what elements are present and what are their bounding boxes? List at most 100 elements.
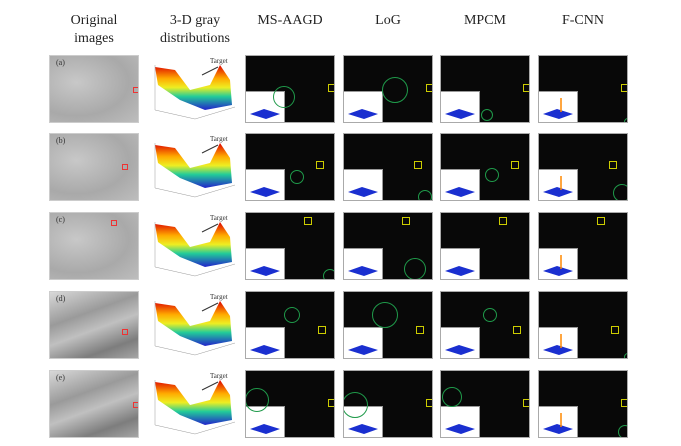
- detection-circle: [485, 168, 499, 182]
- gray-distribution-plot: Target: [150, 55, 240, 123]
- target-box: [111, 220, 117, 226]
- surface-plot: [154, 65, 236, 120]
- inset-surface: [543, 334, 573, 355]
- inset-3d-plot: [246, 327, 285, 358]
- detection-circle: [323, 269, 334, 279]
- inset-surface: [445, 424, 475, 434]
- detection-circle: [372, 302, 398, 328]
- mpcm-result: [440, 212, 530, 280]
- surface-plot: [154, 222, 236, 277]
- detection-circle: [483, 308, 497, 322]
- f-cnn-result: [538, 291, 628, 359]
- target-annotation: Target: [210, 214, 228, 222]
- column-header: MS-AAGD: [240, 12, 340, 30]
- detection-circle: [284, 307, 300, 323]
- detection-box: [304, 217, 312, 225]
- mpcm-result: [440, 370, 530, 438]
- log-result: [343, 55, 433, 123]
- detection-box: [523, 84, 529, 92]
- detection-box: [414, 161, 422, 169]
- target-annotation: Target: [210, 293, 228, 301]
- target-annotation: Target: [210, 372, 228, 380]
- header-line: LoG: [375, 13, 401, 28]
- surface-plot: [154, 301, 236, 356]
- detection-circle: [442, 387, 462, 407]
- column-header: LoG: [338, 12, 438, 30]
- panel-label: (b): [56, 136, 66, 145]
- detection-box: [328, 399, 334, 407]
- inset-3d-plot: [246, 169, 285, 200]
- detection-box: [511, 161, 519, 169]
- detection-circle: [273, 86, 295, 108]
- target-box: [133, 402, 138, 408]
- inset-surface: [348, 266, 378, 276]
- inset-surface: [250, 345, 280, 355]
- inset-surface: [543, 413, 573, 434]
- detection-box: [621, 84, 627, 92]
- inset-surface: [348, 424, 378, 434]
- detection-box: [499, 217, 507, 225]
- target-box: [133, 87, 138, 93]
- log-result: [343, 370, 433, 438]
- detection-circle: [624, 118, 627, 122]
- target-annotation: Target: [210, 135, 228, 143]
- inset-3d-plot: [539, 169, 578, 200]
- detection-circle: [344, 392, 368, 418]
- log-result: [343, 133, 433, 201]
- original-image: (e): [49, 370, 139, 438]
- inset-3d-plot: [441, 406, 480, 437]
- detection-circle: [481, 109, 493, 121]
- header-line: 3-D gray: [169, 13, 221, 28]
- original-image: (c): [49, 212, 139, 280]
- surface-plot: [154, 380, 236, 435]
- detection-box: [316, 161, 324, 169]
- panel-label: (c): [56, 215, 65, 224]
- inset-3d-plot: [344, 327, 383, 358]
- inset-3d-plot: [441, 248, 480, 279]
- detection-box: [318, 326, 326, 334]
- original-image: (b): [49, 133, 139, 201]
- inset-3d-plot: [344, 248, 383, 279]
- detection-circle: [404, 258, 426, 279]
- detection-circle: [382, 77, 408, 103]
- ms-aagd-result: [245, 133, 335, 201]
- inset-surface: [543, 176, 573, 197]
- detection-circle: [618, 425, 627, 437]
- f-cnn-result: [538, 133, 628, 201]
- detection-box: [402, 217, 410, 225]
- ms-aagd-result: [245, 212, 335, 280]
- inset-3d-plot: [344, 169, 383, 200]
- header-line: MS-AAGD: [257, 13, 323, 28]
- header-line: images: [74, 31, 114, 46]
- inset-surface: [250, 187, 280, 197]
- inset-surface: [250, 424, 280, 434]
- detection-circle: [246, 388, 269, 412]
- detection-circle: [624, 353, 627, 358]
- panel-label: (a): [56, 58, 65, 67]
- header-line: MPCM: [463, 13, 507, 28]
- f-cnn-result: [538, 55, 628, 123]
- detection-box: [597, 217, 605, 225]
- detection-circle: [613, 184, 627, 200]
- gray-distribution-plot: Target: [150, 370, 240, 438]
- inset-surface: [543, 255, 573, 276]
- detection-box: [611, 326, 619, 334]
- detection-box: [426, 399, 432, 407]
- inset-3d-plot: [539, 248, 578, 279]
- column-header: MPCM: [435, 12, 535, 30]
- column-header: 3-D gray distributions: [145, 12, 245, 48]
- inset-surface: [543, 98, 573, 119]
- inset-surface: [445, 266, 475, 276]
- detection-box: [426, 84, 432, 92]
- header-line: Original: [70, 13, 118, 28]
- detection-box: [513, 326, 521, 334]
- inset-surface: [348, 109, 378, 119]
- inset-3d-plot: [539, 406, 578, 437]
- original-image: (a): [49, 55, 139, 123]
- log-result: [343, 291, 433, 359]
- panel-label: (e): [56, 373, 65, 382]
- inset-surface: [445, 345, 475, 355]
- header-line: distributions: [159, 31, 230, 46]
- target-annotation: Target: [210, 57, 228, 65]
- ms-aagd-result: [245, 370, 335, 438]
